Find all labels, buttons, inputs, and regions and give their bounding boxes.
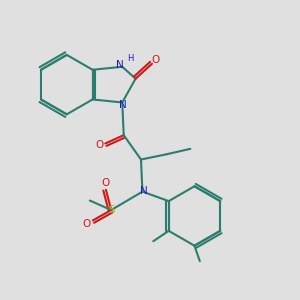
Text: O: O	[82, 219, 90, 229]
Text: N: N	[116, 60, 124, 70]
Text: O: O	[96, 140, 104, 150]
Text: O: O	[152, 55, 160, 65]
Text: S: S	[108, 205, 115, 215]
Text: H: H	[128, 54, 134, 63]
Text: N: N	[119, 100, 127, 110]
Text: N: N	[140, 186, 148, 196]
Text: O: O	[101, 178, 110, 188]
